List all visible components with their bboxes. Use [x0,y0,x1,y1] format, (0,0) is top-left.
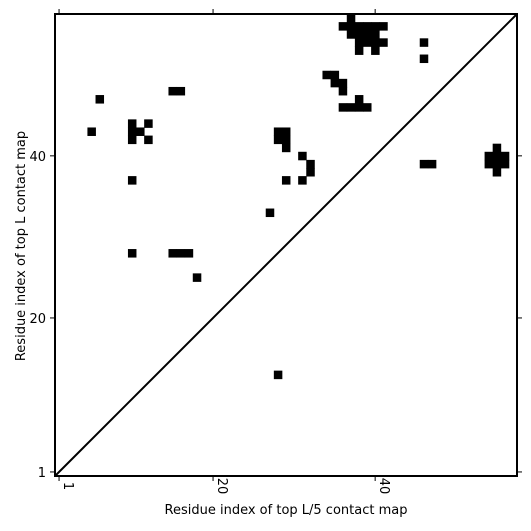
contact-cell [427,159,437,169]
contact-cell [136,127,145,136]
contact-cell [144,135,153,145]
contact-cell [298,176,307,185]
contact-cell [354,30,364,39]
contact-cell [492,159,502,169]
contact-cell [492,143,502,153]
contact-cell [363,22,372,31]
contact-cell [492,168,502,177]
axis-ticks: 1 20 40 1 20 40 [29,9,522,494]
contact-cell [168,86,177,96]
contact-cell [354,103,364,112]
contact-cell [346,30,356,39]
contact-cell [419,159,429,169]
contact-cell [354,46,364,55]
contact-cell [379,22,388,31]
y-axis-label: Residue index of top L contact map [14,131,29,361]
contact-cell [346,22,356,31]
contact-cell [168,249,177,258]
y-tick-label: 40 [29,150,46,165]
contact-cell [500,159,510,169]
contact-cell [363,103,372,112]
contact-cells [87,14,510,380]
contact-cell [281,176,291,185]
contact-cell [87,127,96,136]
contact-cell [346,103,356,112]
y-tick-label: 1 [38,466,46,481]
contact-cell [127,119,137,128]
contact-cell [484,151,494,161]
y-tick-label: 20 [29,312,46,327]
contact-cell [379,38,388,47]
contact-cell [338,78,348,88]
contact-cell [419,38,429,47]
x-tick-label: 1 [60,482,75,490]
contact-cell [281,127,291,136]
contact-cell [354,95,364,104]
x-tick-label: 20 [214,478,229,495]
contact-cell [184,249,194,258]
contact-cell [338,22,348,31]
contact-cell [192,273,202,282]
contact-cell [95,95,105,104]
contact-cell [281,135,291,145]
contact-cell [419,54,429,64]
contact-cell [371,46,380,55]
contact-cell [354,22,364,31]
contact-cell [176,249,186,258]
contact-cell [484,159,494,169]
contact-cell [346,14,356,23]
contact-cell [273,127,283,136]
contact-cell [338,86,348,96]
contact-cell [371,38,380,47]
contact-cell [127,135,137,145]
contact-cell [330,70,340,80]
contact-cell [127,176,137,185]
contact-cell [127,127,137,136]
contact-cell [306,168,315,177]
contact-cell [354,38,364,47]
contact-cell [176,86,186,96]
contact-cell [144,119,153,128]
contact-cell [127,249,137,258]
contact-cell [273,135,283,145]
contact-cell [363,30,372,39]
contact-cell [371,30,380,39]
x-tick-label: 40 [376,478,391,495]
contact-cell [265,208,275,218]
contact-cell [306,159,315,169]
contact-cell [338,103,348,112]
contact-cell [298,151,307,161]
contact-cell [281,143,291,153]
contact-cell [322,70,331,80]
plot-frame [54,13,518,477]
contact-cell [330,78,340,88]
diagonal-line [54,13,518,477]
contact-cell [492,151,502,161]
contact-cell [363,38,372,47]
contact-cell [273,370,283,380]
contact-cell [500,151,510,161]
contact-cell [371,22,380,31]
x-axis-label: Residue index of top L/5 contact map [165,503,408,518]
